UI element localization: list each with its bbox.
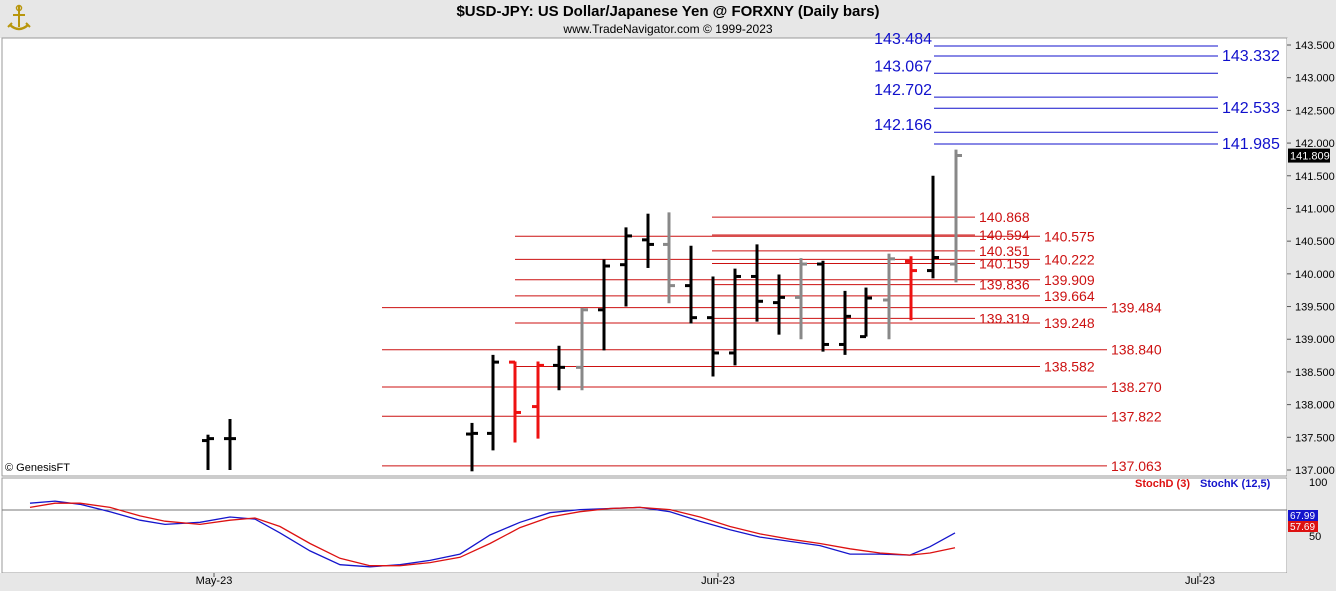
price-level-label: 141.985 bbox=[1222, 136, 1280, 153]
price-axis-tick-label: 138.500 bbox=[1295, 367, 1335, 379]
stoch-d-line bbox=[29, 502, 956, 567]
ohlc-bar bbox=[642, 213, 654, 268]
ohlc-bar bbox=[487, 354, 499, 451]
bottom-axis-background bbox=[0, 573, 1287, 591]
ohlc-bar bbox=[883, 253, 895, 340]
price-level-label: 140.351 bbox=[979, 243, 1030, 259]
price-axis-tick-label: 141.000 bbox=[1295, 203, 1335, 215]
price-level-label: 140.868 bbox=[979, 209, 1030, 225]
ohlc-bar bbox=[817, 260, 829, 352]
price-level-label: 139.836 bbox=[979, 277, 1030, 293]
price-axis-tick-label: 138.000 bbox=[1295, 400, 1335, 412]
ohlc-bar bbox=[795, 258, 807, 340]
ohlc-bar bbox=[532, 361, 544, 439]
price-axis-tick-label: 141.500 bbox=[1295, 171, 1335, 183]
ohlc-bar bbox=[707, 276, 719, 377]
price-level-label: 138.840 bbox=[1111, 342, 1162, 358]
ohlc-bar bbox=[860, 287, 872, 339]
chart-title: $USD-JPY: US Dollar/Japanese Yen @ FORXN… bbox=[456, 3, 880, 20]
ohlc-bar bbox=[773, 274, 785, 335]
date-axis-tick-label: May-23 bbox=[196, 575, 233, 587]
price-level-label: 142.533 bbox=[1222, 100, 1280, 117]
ohlc-bar bbox=[729, 268, 741, 366]
ohlc-bar bbox=[466, 422, 478, 472]
last-price-label: 141.809 bbox=[1290, 151, 1330, 163]
chart-subtitle: www.TradeNavigator.com © 1999-2023 bbox=[563, 22, 773, 36]
ohlc-bar bbox=[905, 256, 917, 321]
stoch-readout-label: 57.69 bbox=[1290, 522, 1315, 533]
price-level-label: 140.575 bbox=[1044, 228, 1095, 244]
price-axis-tick-label: 140.500 bbox=[1295, 236, 1335, 248]
ohlc-bar bbox=[927, 175, 939, 279]
stoch-axis-tick-label: 50 bbox=[1309, 531, 1321, 543]
price-axis-tick-label: 137.000 bbox=[1295, 465, 1335, 477]
price-axis-tick-label: 142.500 bbox=[1295, 105, 1335, 117]
ohlc-bar bbox=[509, 360, 521, 443]
stoch-axis-tick-label: 100 bbox=[1309, 477, 1327, 489]
right-axis-background bbox=[1287, 38, 1336, 591]
ohlc-bar bbox=[950, 149, 962, 283]
price-level-label: 142.702 bbox=[874, 82, 932, 99]
price-axis-tick-label: 137.500 bbox=[1295, 432, 1335, 444]
ohlc-bar bbox=[685, 245, 697, 324]
ohlc-bar bbox=[553, 345, 565, 391]
price-level-label: 137.063 bbox=[1111, 458, 1162, 474]
price-level-label: 143.332 bbox=[1222, 48, 1280, 65]
price-level-label: 138.270 bbox=[1111, 379, 1162, 395]
stoch-legend-item: StochD (3) bbox=[1135, 478, 1190, 490]
ohlc-bar bbox=[598, 259, 610, 351]
price-level-label: 138.582 bbox=[1044, 359, 1095, 375]
chart-header: $USD-JPY: US Dollar/Japanese Yen @ FORXN… bbox=[0, 0, 1336, 38]
price-level-label: 142.166 bbox=[874, 117, 932, 134]
price-level-label: 140.594 bbox=[979, 227, 1030, 243]
ohlc-bar bbox=[839, 290, 851, 355]
date-axis-tick-label: Jul-23 bbox=[1185, 575, 1215, 587]
price-level-label: 140.222 bbox=[1044, 251, 1095, 267]
price-pane-frame bbox=[1, 37, 1288, 477]
ohlc-bar bbox=[576, 307, 588, 391]
price-axis-tick-label: 139.500 bbox=[1295, 302, 1335, 314]
stoch-readout-marker bbox=[1288, 510, 1318, 521]
price-level-label: 140.159 bbox=[979, 255, 1030, 271]
last-price-marker bbox=[1288, 148, 1330, 163]
price-level-label: 139.319 bbox=[979, 310, 1030, 326]
price-axis-tick-label: 143.500 bbox=[1295, 40, 1335, 52]
stoch-legend-item: StochK (12,5) bbox=[1200, 478, 1271, 490]
price-level-label: 137.822 bbox=[1111, 408, 1162, 424]
price-axis-tick-label: 143.000 bbox=[1295, 73, 1335, 85]
price-axis-tick-label: 142.000 bbox=[1295, 138, 1335, 150]
ohlc-bar bbox=[620, 227, 632, 307]
ohlc-bar bbox=[663, 212, 675, 304]
price-level-label: 139.664 bbox=[1044, 288, 1095, 304]
stoch-readout-marker bbox=[1288, 521, 1318, 532]
price-axis-tick-label: 140.000 bbox=[1295, 269, 1335, 281]
ohlc-bar bbox=[751, 244, 763, 322]
price-level-label: 139.909 bbox=[1044, 272, 1095, 288]
date-axis-tick-label: Jun-23 bbox=[701, 575, 735, 587]
price-level-label: 143.484 bbox=[874, 31, 932, 48]
stoch-k-line bbox=[29, 500, 956, 568]
price-axis-tick-label: 139.000 bbox=[1295, 334, 1335, 346]
price-level-label: 139.484 bbox=[1111, 300, 1162, 316]
ohlc-bar bbox=[224, 419, 236, 470]
trade-navigator-logo-icon bbox=[7, 4, 31, 31]
stoch-readout-label: 67.99 bbox=[1290, 511, 1315, 522]
price-level-label: 139.248 bbox=[1044, 315, 1095, 331]
stoch-pane-frame bbox=[1, 477, 1288, 574]
ohlc-bar bbox=[202, 434, 214, 470]
price-level-label: 143.067 bbox=[874, 58, 932, 75]
genesis-watermark: © GenesisFT bbox=[5, 462, 70, 474]
